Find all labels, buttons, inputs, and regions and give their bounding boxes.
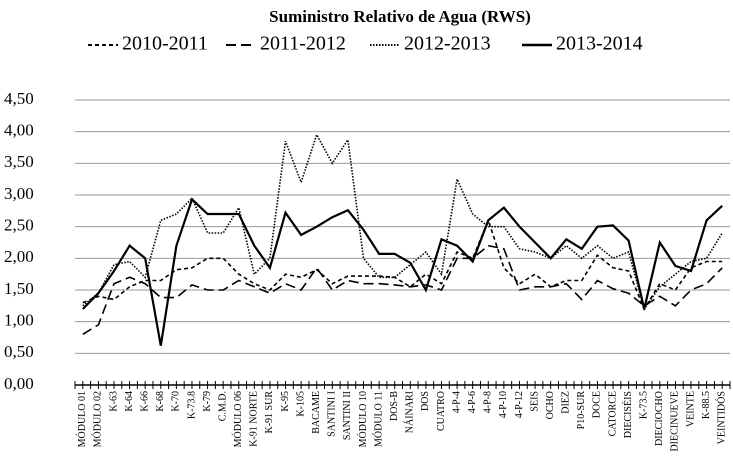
x-tick-label: K-95 [280,391,291,412]
x-tick-label: MÓDULO 01 [76,391,88,447]
legend-label: 2013-2014 [556,33,643,55]
y-tick-label: 2,50 [4,216,34,235]
x-tick-label: NÁINARI [404,391,416,433]
x-tick-label: DIECIOCHO [654,391,665,446]
y-tick-label: 3,50 [4,152,34,171]
x-tick-label: P10-SUR [576,391,587,430]
x-tick-label: 4-P-12 [514,391,525,418]
x-tick-label: K-70 [171,391,182,412]
x-tick-label: MÓDULO 02 [92,391,104,447]
x-tick-label: MÓDULO 10 [357,391,369,447]
x-tick-label: DIECINUEVE [670,391,681,452]
legend-label: 2011-2012 [260,33,346,55]
y-tick-label: 3,00 [4,184,34,203]
x-tick-label: K-63 [108,391,119,412]
series-line [82,132,723,311]
x-tick-label: DIEZ [561,391,572,414]
x-tick-label: 4-P-10 [498,391,509,418]
x-tick-label: DOS-B [389,391,400,421]
x-tick-label: 4-P-6 [467,391,478,413]
x-tick-label: K-79 [202,391,213,412]
x-tick-label: DOS [420,391,431,411]
y-tick-label: 4,00 [4,121,34,140]
x-tick-label: K-91 NORTE [249,391,260,447]
x-tick-label: K-105 [295,391,306,417]
y-tick-label: 4,50 [4,89,34,108]
x-tick-label: K-73.8 [186,391,197,419]
x-tick-label: MÓDULO 11 [372,391,384,447]
x-tick-label: VEINTIDÓS [715,391,727,444]
x-tick-label: K-91 SUR [264,391,275,434]
x-tick-label: K-64 [124,391,135,412]
legend-label: 2010-2011 [122,33,208,55]
x-tick-label: SANTINI I [327,391,338,437]
series-line [82,217,723,311]
x-tick-label: SEIS [529,391,540,412]
x-tick-label: K-73.5 [639,391,650,419]
x-tick-label: SANTINI II [342,391,353,440]
x-tick-label: BACAME [311,391,322,434]
x-tick-label: K-88.5 [701,391,712,419]
x-tick-label: MÓDULO 06 [232,391,244,447]
x-tick-label: CUATRO [436,391,447,431]
y-tick-label: 0,00 [4,374,34,393]
x-tick-label: C.M.D. [217,391,228,421]
y-tick-label: 0,50 [4,342,34,361]
x-tick-label: 4-P-4 [451,391,462,413]
y-tick-label: 1,50 [4,279,34,298]
x-tick-label: K-68 [155,391,166,412]
x-tick-label: DOCE [592,391,603,418]
x-tick-label: 4-P-8 [483,391,494,413]
x-tick-label: VEINTE [685,391,696,427]
x-tick-label: CATORCE [607,391,618,436]
x-tick-label: OCHO [545,391,556,419]
y-tick-label: 1,00 [4,311,34,330]
series-line [82,197,723,346]
chart-title: Suministro Relativo de Agua (RWS) [269,7,531,26]
x-tick-label: K-66 [139,391,150,412]
legend-label: 2012-2013 [404,33,491,55]
series-line [82,244,723,335]
y-tick-label: 2,00 [4,247,34,266]
x-tick-label: DIECISÉIS [622,391,634,438]
